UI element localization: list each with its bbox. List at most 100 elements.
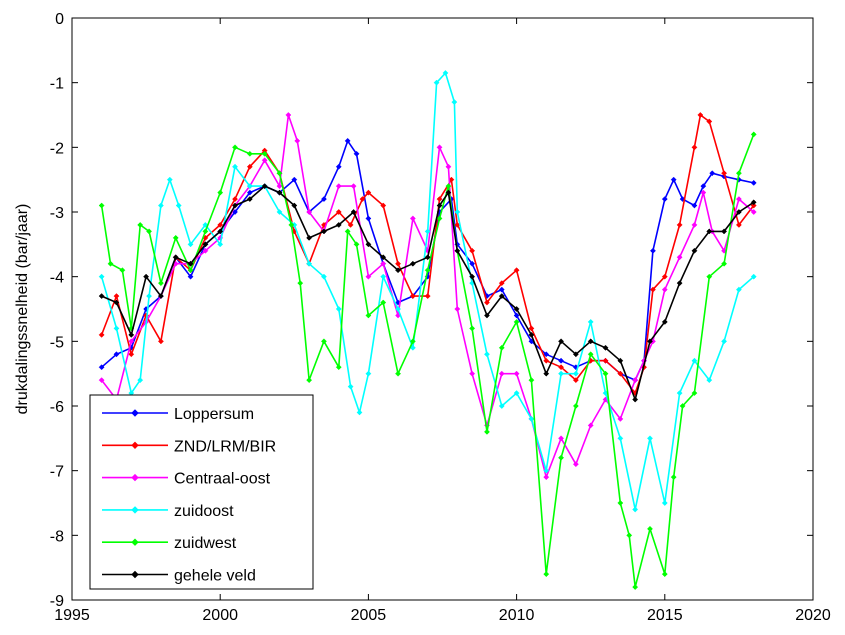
data-point <box>700 189 707 196</box>
data-point <box>98 331 105 338</box>
x-tick-label: 2010 <box>499 607 535 624</box>
data-point <box>498 280 505 287</box>
data-point <box>735 209 742 215</box>
data-point <box>661 286 668 293</box>
series-gehele-veld <box>98 183 757 403</box>
data-point <box>469 370 476 377</box>
data-point <box>344 137 351 144</box>
data-point <box>513 370 520 377</box>
series-zuidoost <box>98 70 757 513</box>
data-point <box>217 221 224 228</box>
legend-label: ZND/LRM/BIR <box>174 438 276 455</box>
data-point <box>335 221 342 228</box>
data-point <box>335 183 342 190</box>
data-point <box>528 331 535 338</box>
data-point <box>113 325 120 332</box>
data-point <box>380 260 387 267</box>
data-point <box>587 351 594 358</box>
data-point <box>232 202 238 209</box>
data-point <box>395 267 401 274</box>
data-point <box>246 196 253 203</box>
data-point <box>721 260 728 267</box>
data-point <box>691 144 698 151</box>
data-point <box>424 228 431 235</box>
data-point <box>306 260 313 267</box>
data-point <box>288 221 295 228</box>
data-point <box>217 189 224 196</box>
data-point <box>424 267 431 274</box>
data-point <box>128 331 135 338</box>
data-point <box>445 189 452 196</box>
data-point <box>445 163 452 170</box>
x-tick-label: 2005 <box>351 607 387 624</box>
data-point <box>679 403 686 409</box>
y-tick-label: -4 <box>50 270 64 287</box>
data-point <box>98 377 105 384</box>
data-point <box>617 435 624 442</box>
x-axis: 1995 2000 2005 2010 2015 2020 <box>54 18 831 624</box>
data-point <box>306 234 313 241</box>
data-point <box>697 112 704 118</box>
x-tick-label: 2020 <box>795 607 831 624</box>
data-point <box>291 202 298 209</box>
data-point <box>436 144 443 151</box>
data-point <box>276 170 283 177</box>
data-point <box>350 209 357 215</box>
y-tick-label: -8 <box>50 528 64 545</box>
data-point <box>365 312 372 319</box>
data-point <box>661 500 668 506</box>
data-point <box>498 293 505 300</box>
data-point <box>691 202 698 209</box>
data-point <box>706 118 713 125</box>
data-point <box>750 202 757 209</box>
data-point <box>451 99 458 106</box>
legend-item: Loppersum <box>102 406 254 423</box>
data-point <box>484 351 490 358</box>
data-point <box>143 273 150 280</box>
data-point <box>335 364 342 371</box>
data-point <box>113 351 120 358</box>
data-point <box>691 357 698 364</box>
data-point <box>647 338 653 345</box>
data-point <box>484 299 490 306</box>
legend-item: gehele veld <box>102 568 256 585</box>
data-point <box>691 247 698 254</box>
data-point <box>513 318 520 325</box>
data-point <box>157 202 164 209</box>
data-point <box>558 370 565 377</box>
data-point <box>632 377 639 384</box>
data-point <box>113 299 120 306</box>
data-point <box>709 170 716 177</box>
data-point <box>587 318 594 325</box>
data-point <box>721 170 728 177</box>
data-point <box>700 183 707 190</box>
y-tick-label: -6 <box>50 399 64 416</box>
data-point <box>721 228 728 235</box>
data-point <box>617 500 624 506</box>
data-point <box>128 351 135 358</box>
data-point <box>306 377 313 384</box>
data-point <box>380 299 387 306</box>
data-point <box>409 215 416 222</box>
data-point <box>380 202 387 209</box>
legend-marker <box>131 538 139 546</box>
series-line <box>100 72 755 511</box>
legend-marker <box>131 473 139 482</box>
data-point <box>202 241 209 248</box>
data-point <box>528 415 535 422</box>
data-point <box>232 196 238 203</box>
data-point <box>409 260 416 267</box>
y-tick-label: -2 <box>50 140 64 157</box>
data-point <box>543 351 550 358</box>
data-point <box>587 422 594 429</box>
data-point <box>157 338 164 345</box>
legend-item: zuidoost <box>102 503 234 520</box>
data-point <box>409 293 416 300</box>
y-axis: 0 -1 -2 -3 -4 -5 -6 -7 -8 -9 <box>50 11 813 610</box>
data-point <box>735 176 742 183</box>
data-point <box>572 461 579 468</box>
data-point <box>484 428 490 435</box>
data-point <box>572 370 579 377</box>
legend-label: Centraal-oost <box>174 471 271 488</box>
data-point <box>454 306 461 312</box>
